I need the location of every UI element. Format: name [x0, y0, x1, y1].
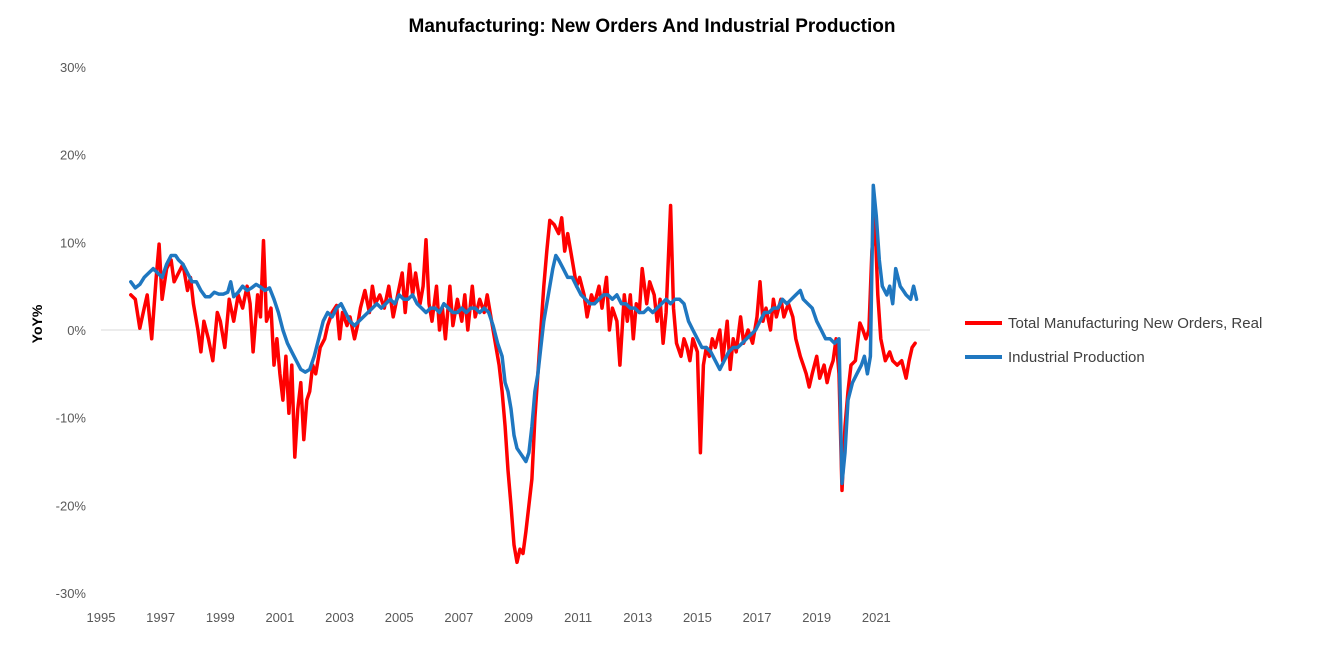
series-line-industrial-production — [129, 183, 919, 486]
y-tick-label: -10% — [56, 411, 87, 426]
series-line-new-orders — [129, 203, 917, 565]
legend: Total Manufacturing New Orders, Real Indu… — [965, 315, 1262, 366]
y-tick-label: -20% — [56, 498, 87, 513]
y-tick-label: 10% — [60, 235, 86, 250]
x-axis-ticks: 1995 1997 1999 2001 2003 2005 2007 2009 2011 2013… — [87, 610, 891, 625]
x-tick-label: 1997 — [146, 610, 175, 625]
chart-title: Manufacturing: New Orders And Industrial… — [408, 16, 896, 37]
y-tick-label: 0% — [67, 323, 86, 338]
y-axis-ticks: 30% 20% 10% 0% -10% -20% -30% — [56, 60, 87, 601]
x-tick-label: 2015 — [683, 610, 712, 625]
series-lines — [129, 183, 919, 565]
y-tick-label: 20% — [60, 148, 86, 163]
x-tick-label: 1995 — [87, 610, 116, 625]
x-tick-label: 2009 — [504, 610, 533, 625]
x-tick-label: 2017 — [743, 610, 772, 625]
legend-label: Industrial Production — [1008, 349, 1145, 366]
x-tick-label: 2005 — [385, 610, 414, 625]
x-tick-label: 2001 — [265, 610, 294, 625]
legend-label: Total Manufacturing New Orders, Real — [1008, 315, 1262, 332]
y-tick-label: -30% — [56, 586, 87, 601]
x-tick-label: 2021 — [862, 610, 891, 625]
y-tick-label: 30% — [60, 60, 86, 75]
x-tick-label: 2007 — [444, 610, 473, 625]
x-tick-label: 1999 — [206, 610, 235, 625]
y-axis-label: YoY% — [29, 304, 45, 343]
x-tick-label: 2003 — [325, 610, 354, 625]
x-tick-label: 2011 — [564, 610, 592, 625]
x-tick-label: 2013 — [623, 610, 652, 625]
x-tick-label: 2019 — [802, 610, 831, 625]
